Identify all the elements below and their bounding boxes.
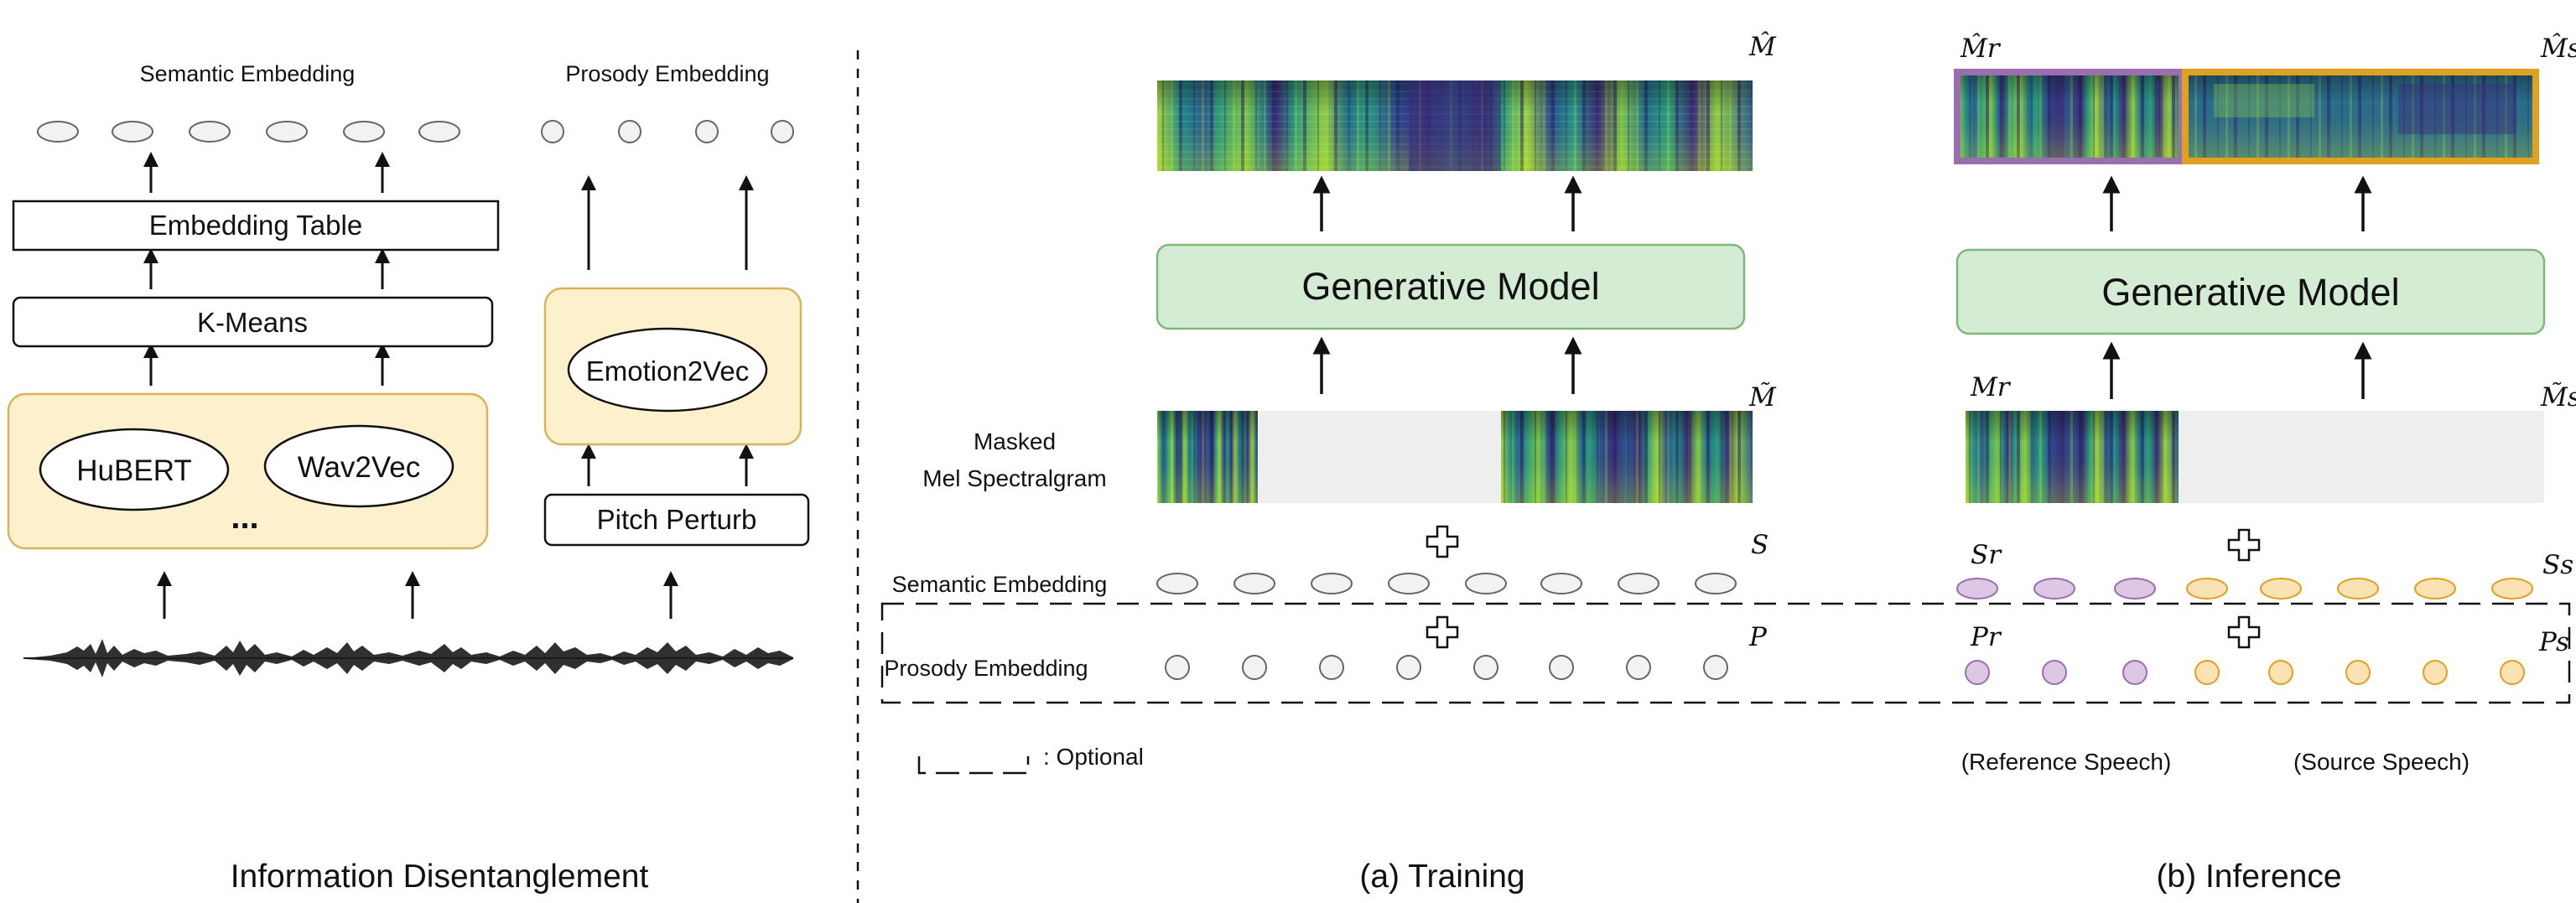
inference-reference-semantic-tokens [1956,578,2156,599]
ssl-ellipsis: ... [231,499,258,536]
training-m-hat-label: M̂ [1748,30,1777,62]
emotion2vec-label: Emotion2Vec [586,355,749,387]
inference-panel: M̂r M̂s Generative Model Mr M̃s Sr Ss [1954,32,2576,895]
wav2vec-node [263,424,454,508]
prosody-token-row [541,120,794,143]
pitch-perturb-label: Pitch Perturb [597,504,757,535]
inference-source-semantic-tokens [2186,578,2533,599]
training-s-label: S [1751,530,1768,560]
training-semantic-tokens [1156,573,1737,594]
inference-m-tilde-s-label: M̃s [2540,381,2576,413]
optional-legend-icon [917,756,1030,775]
training-output-spectrogram [1157,80,1753,171]
inference-reference-output-spectrogram [1954,69,2185,164]
optional-legend-label: : Optional [1043,744,1144,770]
training-plus-icons [1426,525,1459,649]
kmeans-label: K-Means [197,307,308,338]
hubert-node [39,428,230,511]
source-speech-label: (Source Speech) [2293,749,2470,775]
inference-p-r-label: Pr [1970,622,2002,652]
semantic-token-row [37,121,460,143]
inference-s-r-label: Sr [1971,540,2002,570]
training-caption: (a) Training [1359,859,1524,895]
optional-prosody-box [880,602,2571,704]
inference-arrows [2102,175,2372,399]
inference-p-s-label: Ps [2538,627,2569,657]
training-m-tilde-label: M̃ [1748,381,1777,413]
training-panel: M̂ Generative Model M̃ Masked Mel Spectr… [884,30,1777,895]
inference-m-hat-r-label: M̂r [1960,32,2002,64]
pitch-perturb-box [543,493,810,547]
training-arrows [1312,175,1582,394]
training-p-label: P [1748,622,1768,652]
semantic-embedding-title: Semantic Embedding [140,61,356,86]
masked-label-line2: Mel Spectralgram [922,465,1106,491]
inference-s-s-label: Ss [2542,550,2573,580]
inference-masked-spectrogram [1966,411,2544,503]
training-prosody-label: Prosody Embedding [884,656,1088,681]
inference-plus-icons [2227,528,2261,649]
left-caption: Information Disentanglement [231,859,649,895]
inference-caption: (b) Inference [2156,859,2341,895]
inference-m-r-label: Mr [1970,372,2012,402]
left-panel: Semantic Embedding Prosody Embedding [7,61,810,895]
inference-reference-prosody-tokens [1965,660,2148,685]
training-generative-model-box [1156,243,1746,330]
waveform-icon [23,639,793,677]
hubert-label: HuBERT [76,454,191,487]
prosody-embedding-title: Prosody Embedding [565,61,769,86]
embedding-table-box [12,200,500,252]
wav2vec-label: Wav2Vec [298,451,421,484]
inference-m-hat-s-label: M̂s [2540,32,2576,64]
inference-generative-model-box [1955,248,2546,335]
training-prosody-tokens [1165,655,1728,680]
masked-label-line1: Masked [974,428,1056,454]
kmeans-box [12,296,494,348]
left-arrows [143,152,754,619]
training-masked-spectrogram [1157,411,1753,503]
reference-speech-label: (Reference Speech) [1961,749,2172,775]
embedding-table-label: Embedding Table [149,210,362,241]
inference-generative-model-label: Generative Model [2101,271,2399,314]
inference-source-output-spectrogram [2182,69,2539,164]
training-generative-model-label: Generative Model [1301,265,1599,308]
emotion2vec-node [567,327,768,413]
inference-source-prosody-tokens [2194,660,2525,685]
training-semantic-label: Semantic Embedding [892,572,1108,597]
